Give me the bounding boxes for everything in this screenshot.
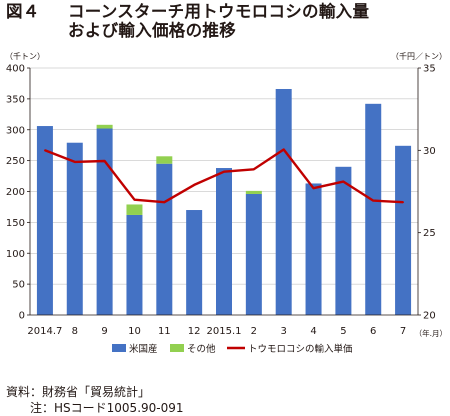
legend: 米国産 その他 トウモロコシの輸入単価 (112, 343, 353, 355)
bar-us (126, 214, 143, 315)
legend-other-swatch (170, 344, 184, 352)
left-tick-label: 300 (6, 125, 25, 136)
bar-us (365, 103, 382, 315)
note-text: HSコード1005.90-091 (54, 401, 184, 415)
bar-us (305, 183, 322, 315)
price-point (252, 168, 255, 171)
price-point (312, 187, 315, 190)
price-point (193, 184, 196, 186)
x-tick-label: 3 (281, 326, 287, 337)
left-tick-label: 100 (6, 249, 25, 260)
left-axis-unit: （千トン） (5, 51, 45, 61)
note-label: 注： (30, 401, 55, 415)
hs-code-note: 注：HSコード1005.90-091 (6, 401, 184, 416)
x-tick-label: 10 (128, 326, 141, 337)
source-note: 資料：財務省「貿易統計」 (6, 385, 151, 399)
bar-us (66, 142, 83, 315)
legend-us-swatch (112, 344, 126, 352)
bar-us (335, 166, 352, 315)
bar-other (96, 124, 113, 129)
x-tick-label: 2014.7 (27, 326, 62, 337)
bar-us (96, 128, 113, 315)
bar-other (245, 190, 262, 194)
left-tick-label: 200 (6, 187, 25, 198)
price-point (103, 160, 106, 162)
bars (36, 88, 412, 316)
bar-us (245, 193, 262, 315)
left-tick-label: 50 (12, 280, 25, 291)
bar-us (156, 163, 173, 315)
bar-us (216, 168, 232, 315)
price-point (163, 201, 166, 204)
x-tick-label: 8 (72, 326, 78, 337)
x-tick-label: 2015.1 (207, 326, 242, 337)
x-tick-label: 4 (310, 326, 316, 337)
price-point (73, 160, 76, 163)
price-line (44, 148, 404, 204)
price-point (372, 199, 375, 202)
right-tick-label: 20 (423, 311, 436, 322)
bar-other (156, 156, 173, 164)
left-tick-label: 0 (19, 311, 25, 322)
figure-title-line1: コーンスターチ用トウモロコシの輸入量 (68, 2, 370, 21)
bar-us (395, 145, 412, 315)
left-tick-label: 350 (6, 94, 25, 105)
left-tick-label: 400 (6, 64, 25, 75)
price-point (133, 198, 136, 201)
x-axis-unit: （年.月） (415, 328, 447, 338)
bar-us (186, 210, 203, 315)
figure-number: 図４ (6, 2, 40, 21)
price-point (402, 201, 404, 204)
x-tick-label: 2 (251, 326, 257, 337)
x-tick-label: 9 (101, 326, 107, 337)
bar-other (126, 204, 143, 215)
legend-other-label: その他 (187, 343, 216, 355)
left-tick-label: 250 (6, 156, 25, 167)
price-point (282, 148, 285, 151)
legend-price-label: トウモロコシの輸入単価 (248, 343, 353, 355)
figure-title: 図４ コーンスターチ用トウモロコシの輸入量 および輸入価格の推移 (6, 2, 369, 40)
figure-title-line2: および輸入価格の推移 (68, 21, 236, 40)
right-tick-label: 25 (423, 228, 436, 239)
right-tick-label: 35 (423, 64, 436, 75)
x-tick-label: 12 (188, 326, 201, 337)
price-point (223, 170, 225, 173)
bar-us (275, 88, 292, 316)
left-tick-label: 150 (6, 218, 25, 229)
legend-us-label: 米国産 (129, 343, 158, 355)
x-tick-label: 11 (158, 326, 171, 337)
right-axis-unit: （千円／トン） (391, 51, 447, 61)
price-point (44, 149, 46, 152)
x-tick-label: 5 (340, 326, 346, 337)
axes (27, 67, 421, 316)
bar-us (36, 126, 53, 315)
price-point (342, 180, 345, 183)
x-tick-label: 7 (400, 326, 406, 337)
right-tick-label: 30 (423, 146, 436, 157)
x-tick-label: 6 (370, 326, 376, 337)
